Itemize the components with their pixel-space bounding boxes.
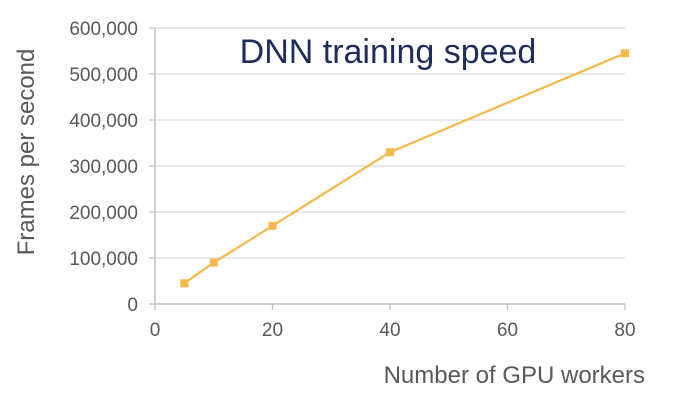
gridlines <box>155 27 625 259</box>
data-point <box>268 221 277 230</box>
y-tick-label: 500,000 <box>69 65 138 86</box>
y-tick-label: 0 <box>127 295 138 316</box>
x-tick-label: 0 <box>150 320 161 341</box>
data-point <box>209 258 218 267</box>
y-tick-label: 200,000 <box>69 203 138 224</box>
x-axis-title: Number of GPU workers <box>384 362 645 389</box>
y-tick-label: 100,000 <box>69 249 138 270</box>
axes <box>149 27 626 310</box>
x-tick-label: 40 <box>379 320 400 341</box>
x-tick-labels: 0 20 40 60 80 <box>150 320 636 341</box>
x-tick-label: 60 <box>497 320 518 341</box>
y-tick-label: 600,000 <box>69 19 138 40</box>
series-line <box>183 52 626 285</box>
y-tick-labels: 0 100,000 200,000 300,000 400,000 500,000 600,… <box>69 19 138 316</box>
x-tick-label: 80 <box>614 320 635 341</box>
series <box>180 49 629 288</box>
data-point <box>180 279 189 288</box>
y-axis-title: Frames per second <box>13 49 40 256</box>
data-point <box>621 49 629 58</box>
y-tick-label: 400,000 <box>69 111 138 132</box>
chart-title: DNN training speed <box>240 33 537 71</box>
y-tick-label: 300,000 <box>69 157 138 178</box>
data-point <box>386 148 394 157</box>
x-tick-label: 20 <box>262 320 283 341</box>
